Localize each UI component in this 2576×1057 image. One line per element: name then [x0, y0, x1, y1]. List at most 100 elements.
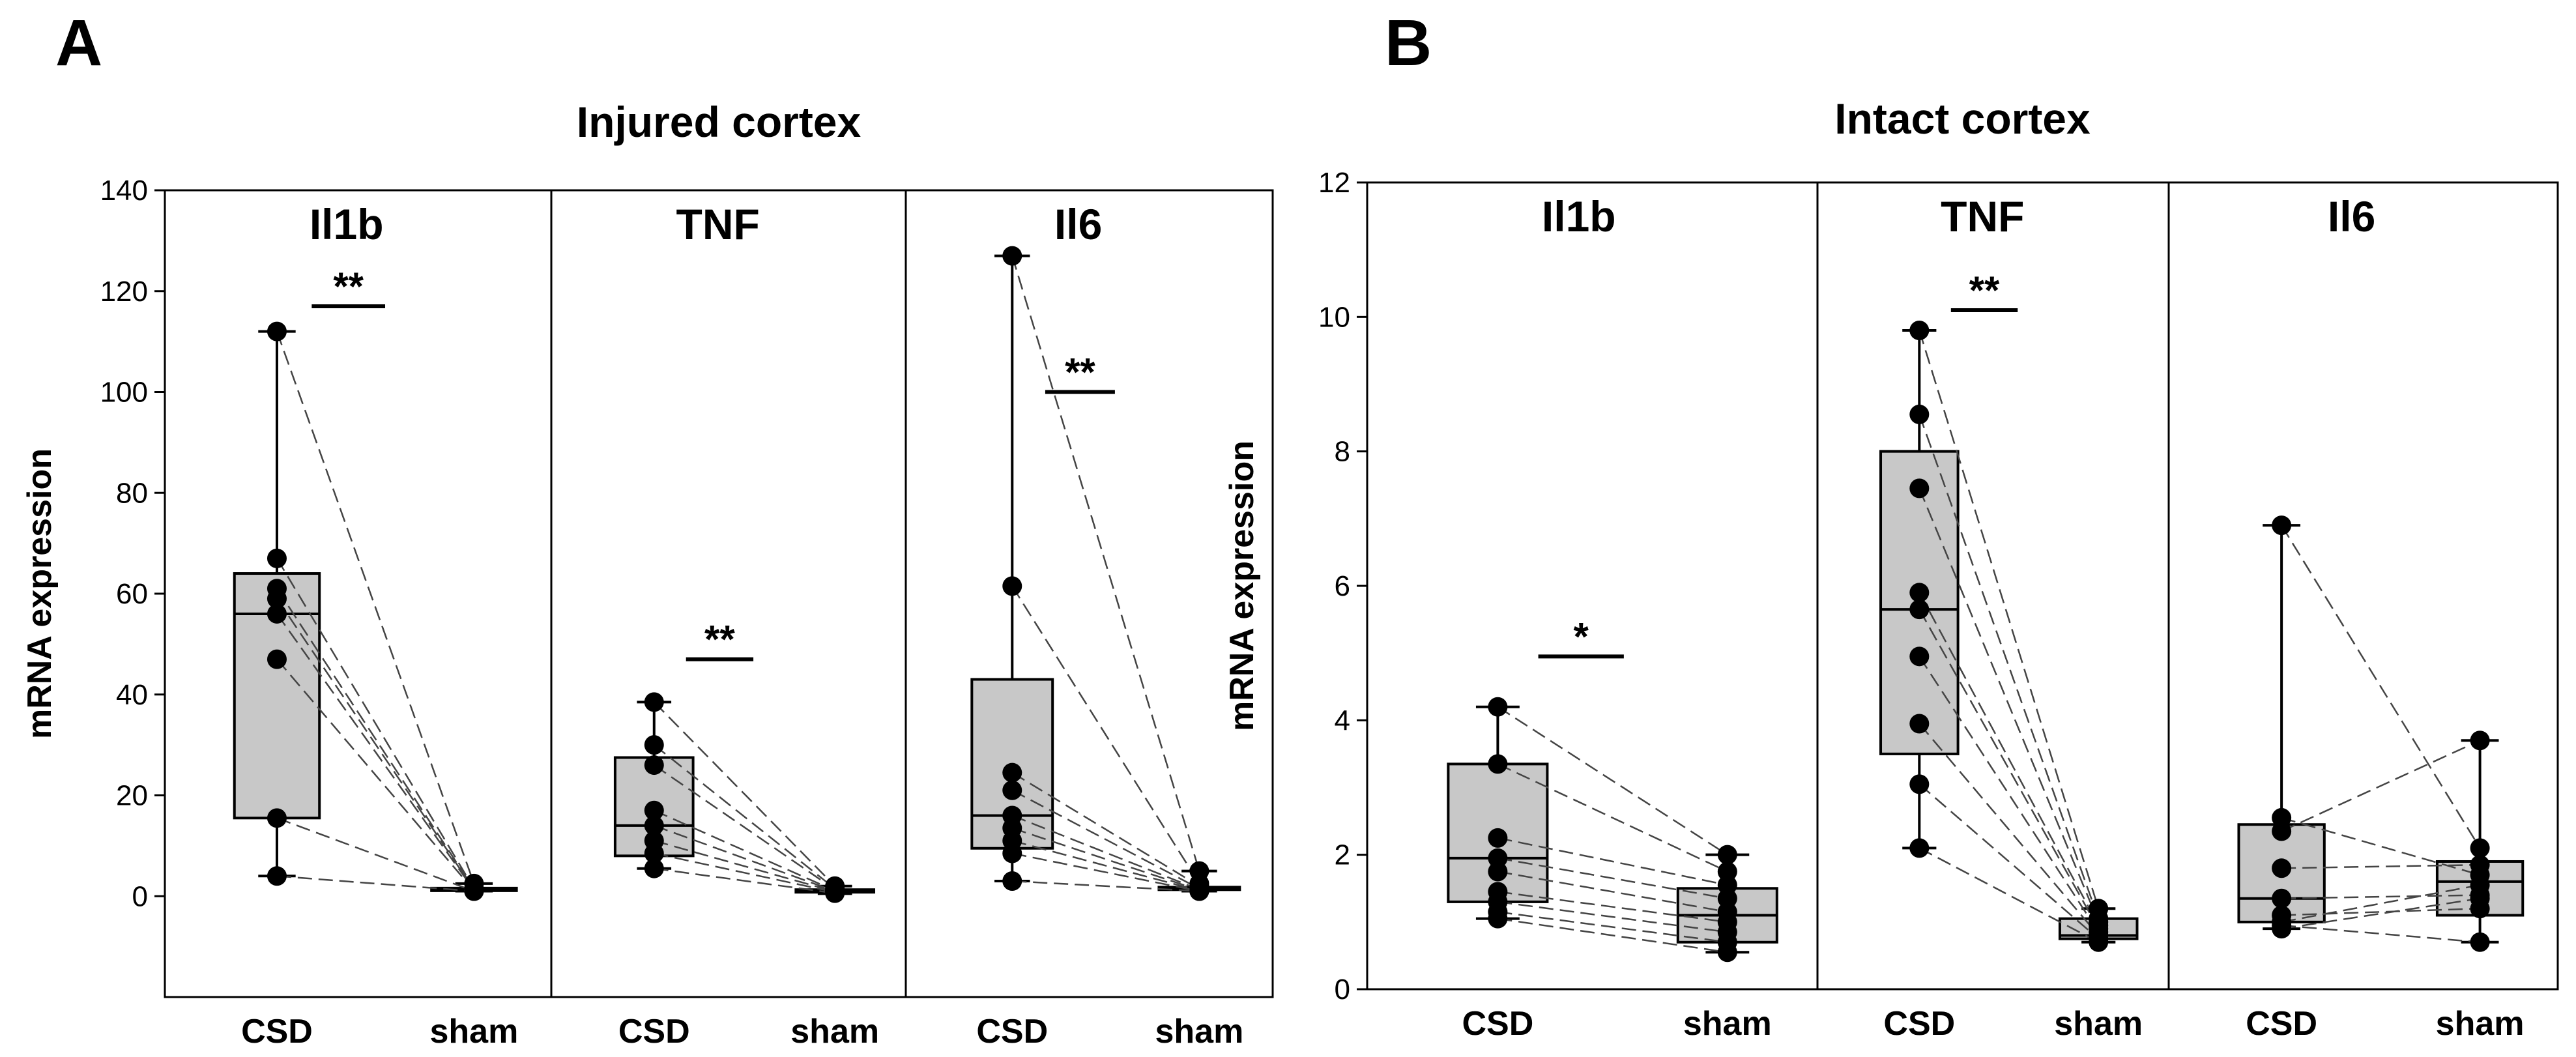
gene-group-tnf: TNF CSD sham **: [613, 200, 879, 1050]
pair-line: [1918, 656, 2100, 933]
pair-line: [654, 824, 835, 892]
pair-line: [276, 875, 474, 892]
y-axis-label: mRNA expression: [1223, 441, 1261, 731]
pair-line: [1498, 837, 1728, 886]
data-point-sham: [1717, 942, 1737, 963]
plot-frame: [164, 189, 1274, 998]
pair-line: [1498, 911, 1728, 944]
x-category-label: CSD: [241, 1013, 313, 1050]
x-category-label: CSD: [618, 1013, 690, 1050]
data-point-sham: [1717, 888, 1737, 908]
y-tick-label: 2: [1335, 839, 1350, 871]
x-category-label: sham: [1155, 1013, 1243, 1050]
y-tick-label: 8: [1335, 436, 1350, 468]
pair-line: [1011, 827, 1200, 891]
pair-line: [276, 558, 475, 890]
pair-line: [1498, 857, 1728, 899]
pair-line: [2281, 907, 2480, 916]
pair-line: [1498, 901, 1728, 933]
gene-label: Il6: [2328, 192, 2375, 240]
data-point-csd: [267, 548, 287, 568]
pair-line: [1497, 706, 1728, 856]
gene-group-tnf: TNF CSD sham **: [1879, 192, 2143, 1043]
pair-line: [1498, 891, 1728, 923]
pair-line: [1918, 330, 2100, 909]
x-category-label: CSD: [2246, 1005, 2317, 1043]
pair-line: [1918, 609, 2100, 929]
data-point-csd: [644, 692, 664, 712]
x-category-label: CSD: [1462, 1005, 1533, 1043]
data-point-sham: [1717, 862, 1737, 882]
gene-label: TNF: [676, 200, 760, 248]
data-point-csd: [1909, 600, 1930, 620]
gene-label: TNF: [1941, 192, 2024, 240]
data-point-csd: [1002, 576, 1022, 596]
data-point-sham: [825, 883, 845, 903]
gene-group-il6: Il6 CSD sham **: [970, 200, 1243, 1050]
x-category-label: sham: [2054, 1005, 2143, 1043]
data-point-csd: [1909, 404, 1930, 424]
data-point-csd: [1909, 583, 1930, 603]
pair-line: [2281, 817, 2480, 876]
data-point-sham: [2470, 838, 2490, 858]
significance-label: **: [1969, 268, 2000, 312]
pair-line: [1011, 815, 1200, 891]
data-point-csd: [267, 321, 287, 341]
data-point-csd: [644, 735, 664, 755]
y-tick-label: 6: [1335, 570, 1350, 602]
data-point-csd: [2272, 515, 2292, 536]
y-tick-label: 20: [116, 780, 148, 812]
data-point-csd: [267, 649, 287, 669]
x-category-label: sham: [2436, 1005, 2525, 1043]
pair-line: [653, 701, 836, 887]
data-point-sham: [1717, 875, 1737, 895]
pair-line: [276, 658, 475, 891]
data-point-csd: [1488, 754, 1508, 774]
y-tick-label: 12: [1318, 167, 1350, 199]
y-tick-label: 140: [100, 175, 148, 207]
data-point-csd: [2272, 821, 2292, 841]
pair-line: [1011, 839, 1200, 891]
data-point-csd: [644, 858, 664, 878]
data-point-csd: [644, 815, 664, 835]
gene-group-il1b: Il1b CSD sham **: [233, 200, 518, 1050]
pair-line: [654, 764, 835, 891]
data-point-csd: [644, 800, 664, 820]
pair-line: [2281, 924, 2480, 944]
data-point-csd: [644, 755, 664, 775]
pair-line: [654, 852, 835, 893]
data-point-sham: [464, 881, 484, 901]
pair-line: [654, 809, 835, 891]
data-point-csd: [1909, 646, 1930, 667]
pair-line: [1498, 871, 1728, 913]
data-point-csd: [1488, 697, 1508, 717]
significance-label: *: [1574, 615, 1589, 658]
gene-label: Il6: [1054, 200, 1102, 248]
panel-title: Injured cortex: [577, 98, 861, 146]
y-tick-label: 0: [132, 880, 148, 912]
data-point-sham: [2470, 932, 2490, 952]
panel-letter: B: [1385, 7, 1432, 80]
pair-line: [1918, 847, 2099, 943]
data-point-sham: [2470, 875, 2490, 895]
panel-b: B Intact cortex 0 2 4 6 8 10 12 mRNA expression Il…: [1223, 7, 2559, 1043]
data-point-csd: [1002, 843, 1022, 863]
pair-line: [2281, 897, 2480, 930]
pair-line: [653, 744, 835, 890]
y-axis-label: mRNA expression: [21, 448, 59, 739]
pair-line: [2281, 525, 2481, 849]
data-point-sham: [2470, 731, 2490, 751]
pair-line: [1011, 255, 1200, 871]
pair-line: [1918, 592, 2100, 926]
pair-line: [654, 867, 835, 894]
pair-line: [1011, 772, 1200, 887]
data-point-csd: [1909, 774, 1930, 794]
data-point-csd: [1909, 478, 1930, 499]
pair-line: [1011, 789, 1200, 890]
data-point-csd: [1002, 246, 1022, 266]
x-category-label: CSD: [1883, 1005, 1955, 1043]
data-point-sham: [2470, 855, 2490, 875]
gene-label: Il1b: [310, 200, 384, 248]
gene-group-il6: Il6 CSD sham: [2237, 192, 2525, 1043]
data-point-csd: [1488, 848, 1508, 868]
